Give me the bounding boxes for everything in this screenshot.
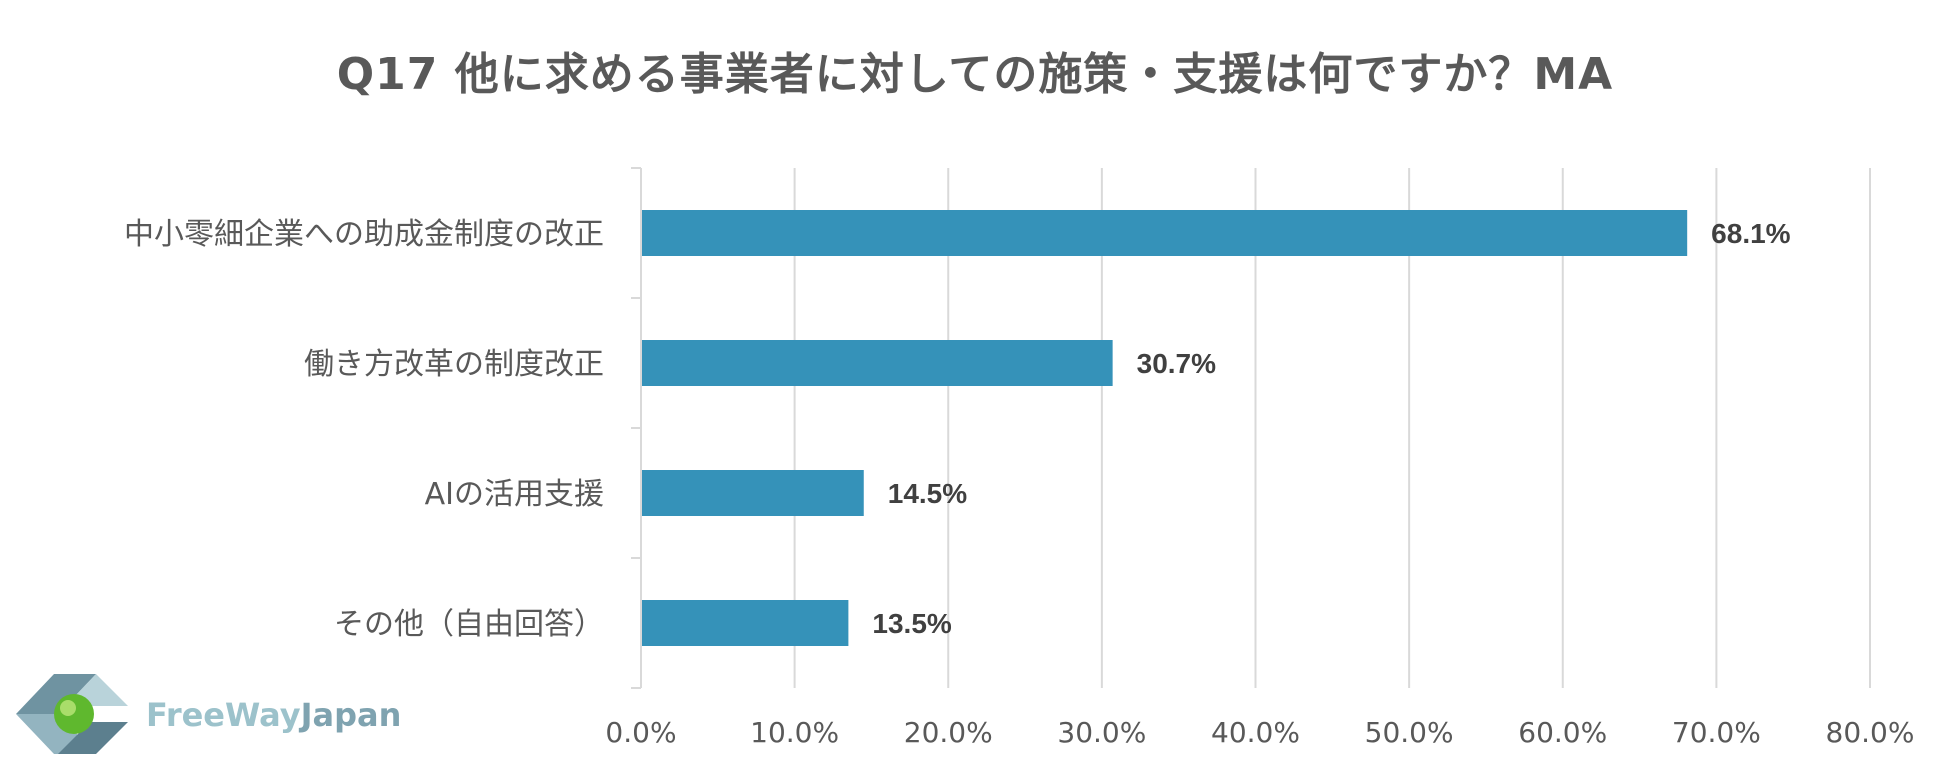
bar bbox=[642, 210, 1688, 256]
x-tick-label: 0.0% bbox=[605, 716, 676, 749]
x-tick-label: 50.0% bbox=[1365, 716, 1454, 749]
freewayjapan-logo-icon bbox=[16, 666, 136, 766]
logo-text-freeway: FreeWay bbox=[146, 696, 301, 734]
chart-title: Q17 他に求める事業者に対しての施策・支援は何ですか？MA bbox=[336, 49, 1614, 100]
x-tick-labels: 0.0% 10.0% 20.0% 30.0% 40.0% 50.0% 60.0% 70.0% 8… bbox=[605, 716, 1914, 749]
data-label: 68.1% bbox=[1711, 218, 1790, 249]
data-label: 13.5% bbox=[872, 608, 951, 639]
bar bbox=[642, 600, 849, 646]
data-label: 30.7% bbox=[1137, 348, 1216, 379]
logo-wordmark: FreeWayJapan bbox=[146, 696, 401, 734]
data-label: 14.5% bbox=[888, 478, 967, 509]
bar bbox=[642, 340, 1113, 386]
x-tick-label: 70.0% bbox=[1672, 716, 1761, 749]
category-label: 中小零細企業への助成金制度の改正 bbox=[124, 217, 604, 252]
category-label: 働き方改革の制度改正 bbox=[304, 347, 604, 382]
x-tick-label: 30.0% bbox=[1057, 716, 1146, 749]
x-tick-label: 80.0% bbox=[1826, 716, 1915, 749]
x-tick-label: 10.0% bbox=[750, 716, 839, 749]
bar bbox=[642, 470, 864, 516]
logo-text-japan: Japan bbox=[300, 696, 402, 734]
x-tick-label: 40.0% bbox=[1211, 716, 1300, 749]
value-labels: 68.1% 30.7% 14.5% 13.5% bbox=[872, 218, 1790, 639]
category-axis bbox=[631, 167, 642, 689]
category-label: その他（自由回答） bbox=[334, 607, 604, 642]
x-tick-label: 60.0% bbox=[1518, 716, 1607, 749]
x-tick-label: 20.0% bbox=[904, 716, 993, 749]
bars bbox=[642, 210, 1688, 646]
category-label: AIの活用支援 bbox=[425, 477, 604, 512]
